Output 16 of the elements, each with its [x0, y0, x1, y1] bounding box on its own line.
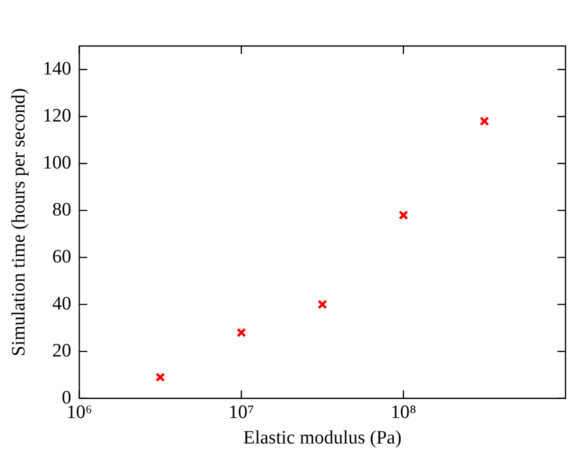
point: [398, 210, 408, 220]
y-tick-label: 40: [52, 293, 72, 314]
y-tick-label: 140: [42, 58, 72, 80]
point: [236, 328, 246, 338]
point: [318, 300, 328, 310]
y-tick-label: 100: [42, 152, 72, 174]
y-tick-label: 60: [52, 246, 72, 268]
y-tick-label: 20: [52, 340, 72, 362]
x-tick-label: 10⁷: [228, 402, 254, 423]
y-tick-label: 120: [42, 105, 72, 126]
point: [480, 116, 490, 126]
x-tick-label: 10⁸: [390, 402, 416, 423]
x-axis-title: Elastic modulus (Pa): [243, 428, 402, 449]
y-axis-title: Simulation time (hours per second): [8, 88, 30, 356]
y-tick-label: 80: [52, 199, 72, 220]
point: [155, 372, 166, 382]
